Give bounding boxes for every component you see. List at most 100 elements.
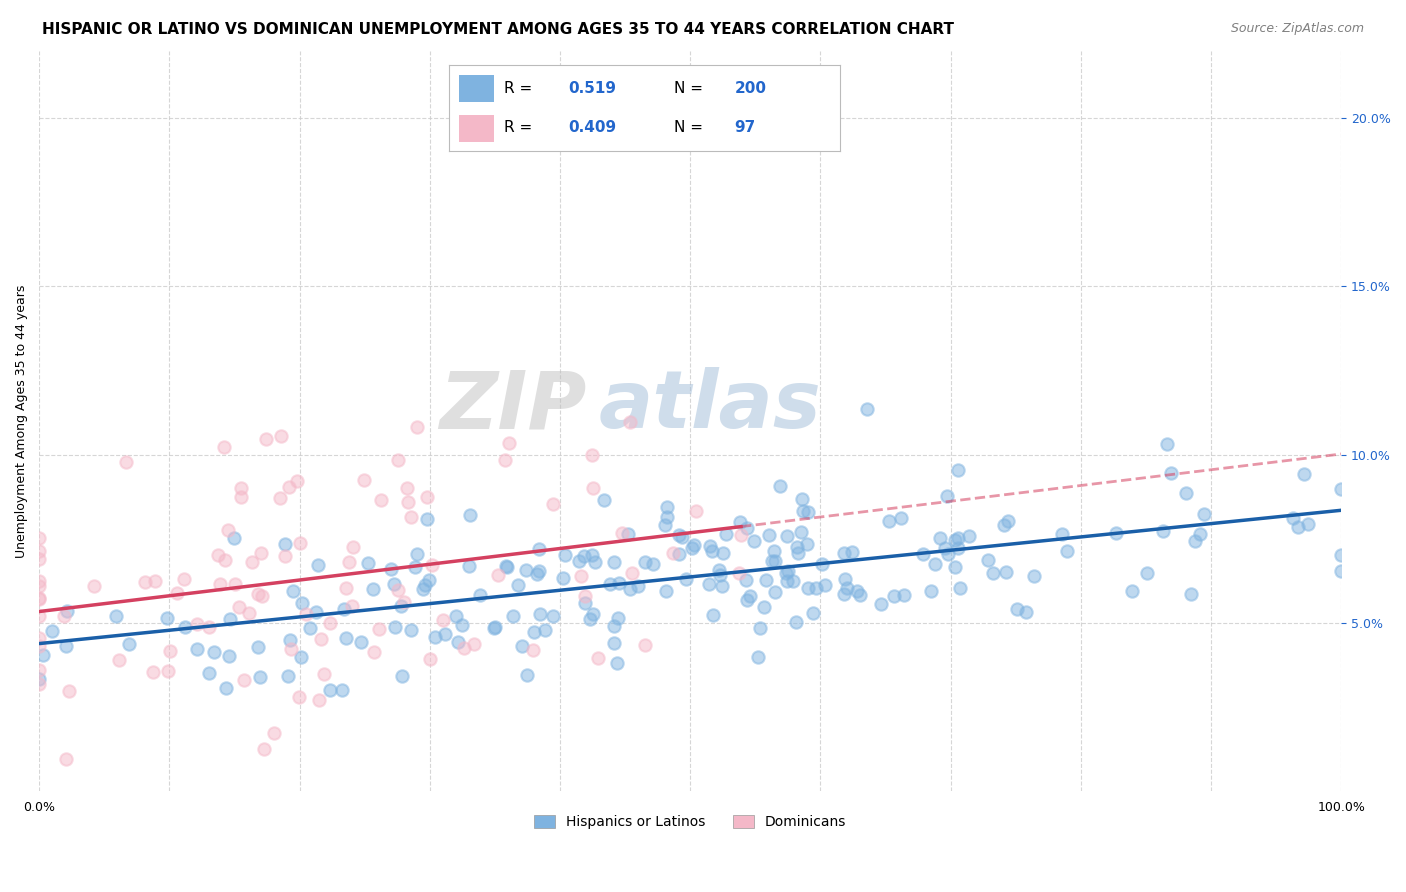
Point (730, 515, 752, 529)
Point (28, 631, 51, 645)
Point (814, 578, 837, 592)
Text: atlas: atlas (599, 368, 823, 445)
Point (776, 574, 799, 588)
Point (870, 597, 893, 611)
Point (419, 652, 441, 666)
Point (1056, 544, 1078, 558)
Point (380, 561, 402, 575)
Point (357, 556, 380, 570)
Point (484, 621, 506, 635)
Point (581, 448, 603, 462)
Point (406, 548, 429, 562)
Point (330, 683, 353, 698)
Point (641, 557, 664, 571)
Point (792, 504, 814, 518)
Point (730, 528, 752, 542)
Point (593, 493, 616, 508)
Point (28, 574, 51, 588)
Point (53, 609, 76, 624)
Point (250, 546, 273, 560)
Point (775, 566, 797, 580)
Point (405, 420, 427, 434)
Point (834, 587, 856, 601)
Point (361, 582, 384, 596)
Point (470, 588, 492, 602)
Point (735, 592, 758, 607)
Point (1286, 519, 1309, 533)
Point (574, 596, 596, 610)
Point (233, 673, 256, 687)
Point (948, 581, 970, 595)
Point (943, 533, 966, 548)
Point (994, 566, 1017, 580)
Point (197, 620, 219, 634)
Point (486, 568, 509, 582)
Point (1330, 482, 1353, 496)
Point (1052, 527, 1074, 541)
Point (619, 415, 641, 429)
Point (198, 665, 221, 680)
Point (399, 624, 422, 638)
Point (983, 566, 1005, 580)
Text: HISPANIC OR LATINO VS DOMINICAN UNEMPLOYMENT AMONG AGES 35 TO 44 YEARS CORRELATI: HISPANIC OR LATINO VS DOMINICAN UNEMPLOY… (42, 22, 955, 37)
Point (382, 576, 405, 591)
Point (166, 585, 188, 599)
Point (574, 590, 596, 604)
Point (849, 588, 872, 602)
Point (28, 591, 51, 605)
Point (711, 546, 734, 560)
Point (246, 640, 269, 654)
Point (340, 599, 363, 614)
Point (219, 612, 242, 626)
Point (920, 584, 942, 599)
Point (83, 579, 105, 593)
Point (761, 554, 783, 568)
Point (269, 491, 291, 505)
Point (1294, 467, 1316, 481)
Point (782, 574, 804, 589)
Point (763, 544, 786, 558)
Point (363, 645, 385, 659)
Point (776, 529, 799, 543)
Point (28, 591, 51, 606)
Point (515, 563, 537, 577)
Point (801, 607, 824, 621)
Point (228, 599, 250, 614)
Point (1015, 605, 1038, 619)
Point (1136, 566, 1159, 580)
Point (495, 558, 517, 573)
Point (1005, 602, 1028, 616)
Point (186, 617, 208, 632)
Point (273, 536, 295, 550)
Point (529, 607, 551, 621)
Point (754, 600, 776, 615)
Point (606, 611, 628, 625)
Point (763, 585, 786, 599)
Point (893, 588, 915, 602)
Point (207, 548, 229, 562)
Point (384, 620, 406, 634)
Point (392, 595, 415, 609)
Point (662, 546, 685, 560)
Point (758, 528, 780, 542)
Point (709, 568, 731, 582)
Point (55, 639, 77, 653)
Point (796, 536, 818, 550)
Point (494, 452, 516, 467)
Point (763, 554, 786, 568)
Point (675, 573, 697, 587)
Point (578, 611, 600, 625)
Point (56, 604, 79, 618)
Point (28, 677, 51, 691)
Point (534, 624, 557, 638)
Point (1188, 527, 1211, 541)
Point (28, 608, 51, 623)
Point (416, 490, 439, 504)
Point (404, 560, 426, 574)
Point (977, 553, 1000, 567)
Point (502, 609, 524, 624)
Point (1156, 437, 1178, 451)
Point (792, 492, 814, 507)
Point (444, 608, 467, 623)
Point (28, 663, 51, 677)
